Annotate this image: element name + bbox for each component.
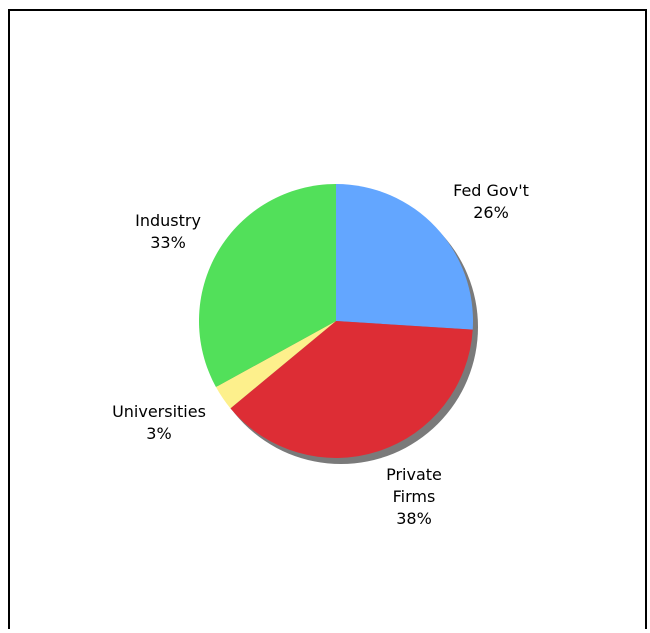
pie-label-name: Private <box>386 465 442 484</box>
pie-label-universities: Universities 3% <box>112 402 206 443</box>
pie-label-name: Universities <box>112 402 206 421</box>
pie-labels: Fed Gov't 26% Private Firms 38% Universities 3… <box>112 181 529 528</box>
pie-chart: Fed Gov't 26% Private Firms 38% Universities 3… <box>112 181 529 528</box>
pie-label-name: Firms <box>393 487 436 506</box>
pie-label-name: Fed Gov't <box>453 181 529 200</box>
pie-label-private-firms: Private Firms 38% <box>386 465 442 528</box>
pie-label-industry: Industry 33% <box>135 211 201 252</box>
pie-label-value: 33% <box>150 233 186 252</box>
pie-slices <box>199 184 473 459</box>
pie-slice-private-firms <box>230 321 473 459</box>
pie-label-value: 3% <box>146 424 171 443</box>
pie-label-value: 38% <box>396 509 432 528</box>
chart-frame: Fed Gov't 26% Private Firms 38% Universities 3… <box>8 9 647 629</box>
pie-slice-fed-gov-t <box>336 184 473 330</box>
pie-label-value: 26% <box>473 203 509 222</box>
pie-label-fed-gov-t: Fed Gov't 26% <box>453 181 529 222</box>
pie-slice-industry <box>199 184 336 388</box>
pie-label-name: Industry <box>135 211 201 230</box>
pie-slice-universities <box>215 321 336 409</box>
